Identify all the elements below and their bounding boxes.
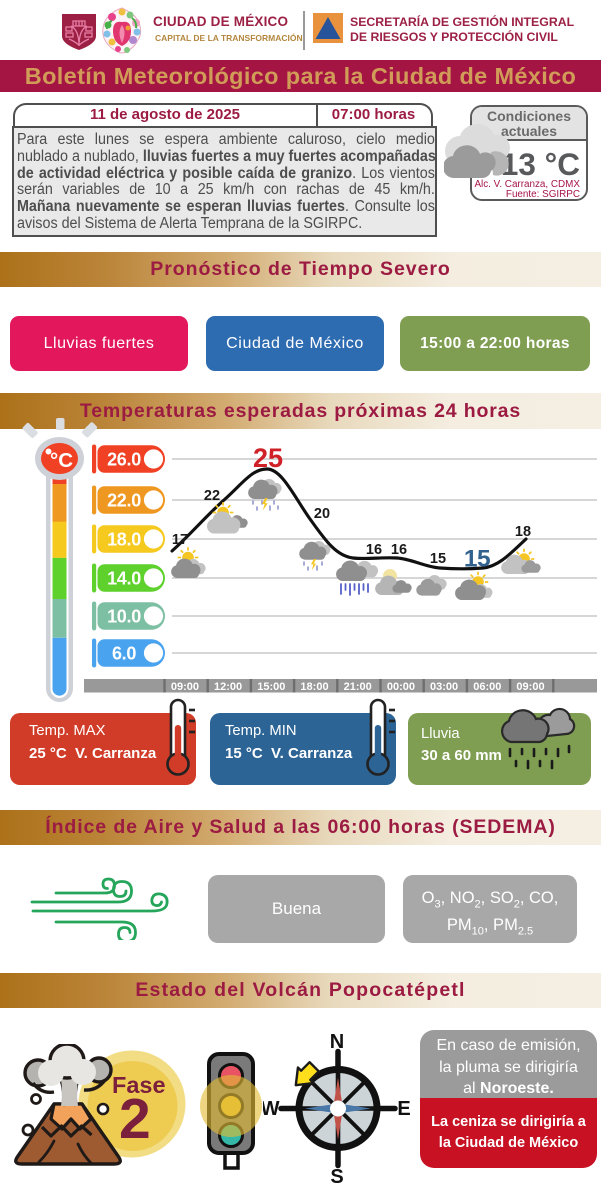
- svg-text:18: 18: [515, 524, 531, 540]
- svg-text:00:00: 00:00: [387, 681, 415, 693]
- svg-text:15: 15: [430, 551, 446, 567]
- svg-text:17: 17: [172, 532, 188, 548]
- svg-text:03:00: 03:00: [430, 681, 458, 693]
- svg-text:18:00: 18:00: [300, 681, 328, 693]
- svg-text:N: N: [330, 1031, 344, 1053]
- svg-text:22: 22: [204, 488, 220, 504]
- svg-text:16: 16: [391, 542, 407, 558]
- svg-text:09:00: 09:00: [171, 681, 199, 693]
- svg-text:06:00: 06:00: [473, 681, 501, 693]
- svg-text:26.0: 26.0: [107, 449, 141, 469]
- svg-text:15:00: 15:00: [257, 681, 285, 693]
- svg-text:21:00: 21:00: [344, 681, 372, 693]
- svg-text:W: W: [263, 1098, 280, 1120]
- svg-text:16: 16: [366, 542, 382, 558]
- svg-text:09:00: 09:00: [516, 681, 544, 693]
- svg-text:6.0: 6.0: [112, 643, 136, 663]
- svg-text:S: S: [330, 1166, 343, 1188]
- svg-text:18.0: 18.0: [107, 529, 141, 549]
- svg-text:12:00: 12:00: [214, 681, 242, 693]
- svg-text:°C: °C: [50, 449, 73, 472]
- svg-text:15: 15: [464, 546, 490, 573]
- svg-text:14.0: 14.0: [107, 568, 141, 588]
- svg-text:22.0: 22.0: [107, 490, 141, 510]
- svg-text:25: 25: [253, 443, 283, 473]
- svg-text:E: E: [397, 1098, 410, 1120]
- svg-text:10.0: 10.0: [107, 606, 141, 626]
- svg-text:20: 20: [314, 506, 330, 522]
